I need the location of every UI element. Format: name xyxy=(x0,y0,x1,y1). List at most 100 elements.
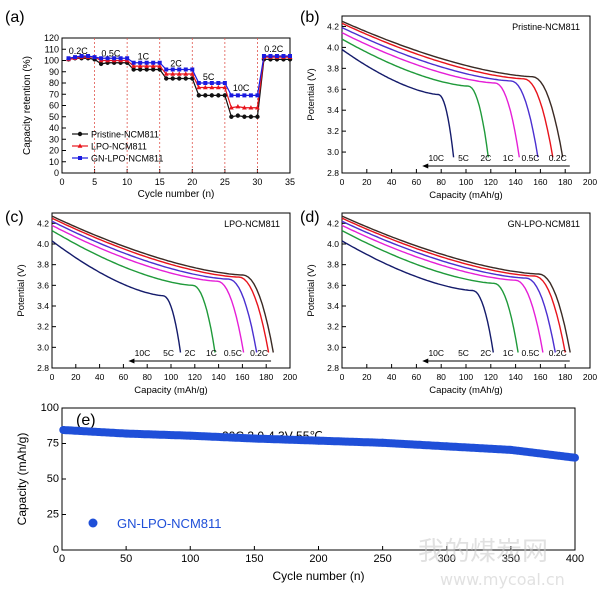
rate-label: 0.2C xyxy=(549,153,567,163)
data-point xyxy=(86,54,91,58)
rate-label: 2C xyxy=(480,348,491,358)
x-tick-label: 40 xyxy=(387,177,397,187)
data-point xyxy=(209,84,215,90)
data-point xyxy=(183,71,189,76)
x-tick-label: 100 xyxy=(164,372,178,382)
data-point xyxy=(176,71,182,76)
discharge-curve xyxy=(341,220,556,353)
y-tick-label: 60 xyxy=(49,101,59,111)
x-tick-label: 5 xyxy=(92,177,97,187)
data-point xyxy=(242,114,247,119)
data-point xyxy=(151,67,156,72)
data-point xyxy=(112,56,117,61)
data-point xyxy=(157,67,162,72)
x-tick-label: 40 xyxy=(387,372,397,382)
y-tick-label: 100 xyxy=(44,56,59,66)
x-tick-label: 120 xyxy=(484,177,498,187)
rate-label: 0.5C xyxy=(521,153,539,163)
data-point xyxy=(242,105,247,110)
x-tick-label: 180 xyxy=(259,372,273,382)
data-point xyxy=(268,54,273,58)
x-tick-label: 120 xyxy=(484,372,498,382)
x-tick-label: 180 xyxy=(558,177,572,187)
legend-marker xyxy=(78,156,82,160)
y-axis-label: Capacity retention (%) xyxy=(22,56,33,155)
data-point xyxy=(118,56,123,61)
x-tick-label: 200 xyxy=(583,177,597,187)
data-point xyxy=(261,54,266,58)
data-point xyxy=(190,67,195,72)
x-tick-label: 60 xyxy=(412,177,422,187)
y-tick-label: 50 xyxy=(49,112,59,122)
x-tick-label: 160 xyxy=(533,177,547,187)
data-point xyxy=(144,67,149,72)
discharge-curve xyxy=(341,224,544,353)
y-tick-label: 3.2 xyxy=(327,322,339,332)
y-tick-label: 2.8 xyxy=(327,363,339,373)
legend-marker xyxy=(77,143,83,148)
data-point xyxy=(177,76,182,81)
data-point xyxy=(248,93,253,98)
x-tick-label: 0 xyxy=(59,177,64,187)
x-axis-label: Cycle number (n) xyxy=(138,189,215,200)
panel-letter: (e) xyxy=(76,412,96,429)
x-tick-label: 60 xyxy=(412,372,422,382)
discharge-curve xyxy=(51,215,274,353)
y-tick-label: 3.0 xyxy=(327,147,339,157)
panel-a: 0 5 10 15 20 25 30 3501020304050607080901001101… xyxy=(5,9,295,200)
rate-label: 10C xyxy=(428,348,444,358)
x-axis-label: Capacity (mAh/g) xyxy=(134,385,207,396)
discharge-curve xyxy=(341,215,571,353)
panel-title: GN-LPO-NCM811 xyxy=(508,219,580,229)
data-point xyxy=(281,54,286,58)
x-tick-label: 100 xyxy=(181,553,199,565)
data-point xyxy=(186,431,195,440)
data-point xyxy=(242,93,247,98)
x-tick-label: 400 xyxy=(566,553,584,565)
rate-label: 0.2C xyxy=(69,46,89,56)
data-point xyxy=(170,71,176,76)
data-point xyxy=(248,105,254,110)
legend-label: LPO-NCM811 xyxy=(91,142,147,152)
data-point xyxy=(144,60,149,65)
rate-arrow-head xyxy=(422,358,429,364)
rate-label: 5C xyxy=(163,348,174,358)
data-point xyxy=(250,434,259,443)
data-point xyxy=(216,93,221,98)
rate-label: 0.5C xyxy=(101,48,121,58)
data-point xyxy=(196,84,202,90)
x-tick-label: 60 xyxy=(119,372,129,382)
discharge-curve xyxy=(51,217,270,353)
x-axis-label: Cycle number (n) xyxy=(272,569,364,583)
data-point xyxy=(255,114,260,119)
rate-label: 0.2C xyxy=(549,348,567,358)
x-tick-label: 80 xyxy=(142,372,152,382)
data-point xyxy=(144,63,150,68)
rate-label: 0.5C xyxy=(224,348,242,358)
y-tick-label: 70 xyxy=(49,89,59,99)
y-tick-label: 4.2 xyxy=(327,21,339,31)
data-point xyxy=(137,63,143,68)
watermark: 我的煤炭网 www.mycoal.cn xyxy=(418,537,565,589)
x-tick-label: 100 xyxy=(459,372,473,382)
y-tick-label: 40 xyxy=(49,123,59,133)
x-tick-label: 0 xyxy=(340,177,345,187)
y-tick-label: 50 xyxy=(47,473,59,485)
x-tick-label: 0 xyxy=(50,372,55,382)
y-tick-label: 110 xyxy=(45,44,59,54)
x-tick-label: 350 xyxy=(502,553,520,565)
rate-label: 0.2C xyxy=(250,348,268,358)
y-tick-label: 3.4 xyxy=(327,105,339,115)
y-tick-label: 2.8 xyxy=(327,168,339,178)
discharge-curve xyxy=(341,26,539,158)
panel-c: 0 20 40 60 80 100 120 140 160 180 200 2.8 3.0 3.2 3.4 3… xyxy=(5,209,297,396)
data-point xyxy=(235,104,241,109)
data-point xyxy=(170,76,175,81)
data-point xyxy=(163,71,169,76)
data-point xyxy=(79,54,84,58)
x-tick-label: 180 xyxy=(558,372,572,382)
x-tick-label: 150 xyxy=(245,553,263,565)
panel-b: 0 20 40 60 80 100 120 140 160 180 200 2.8 3.0 3.2 3.4 3… xyxy=(300,9,597,201)
y-axis-label: Potential (V) xyxy=(306,68,317,120)
x-tick-label: 40 xyxy=(95,372,105,382)
